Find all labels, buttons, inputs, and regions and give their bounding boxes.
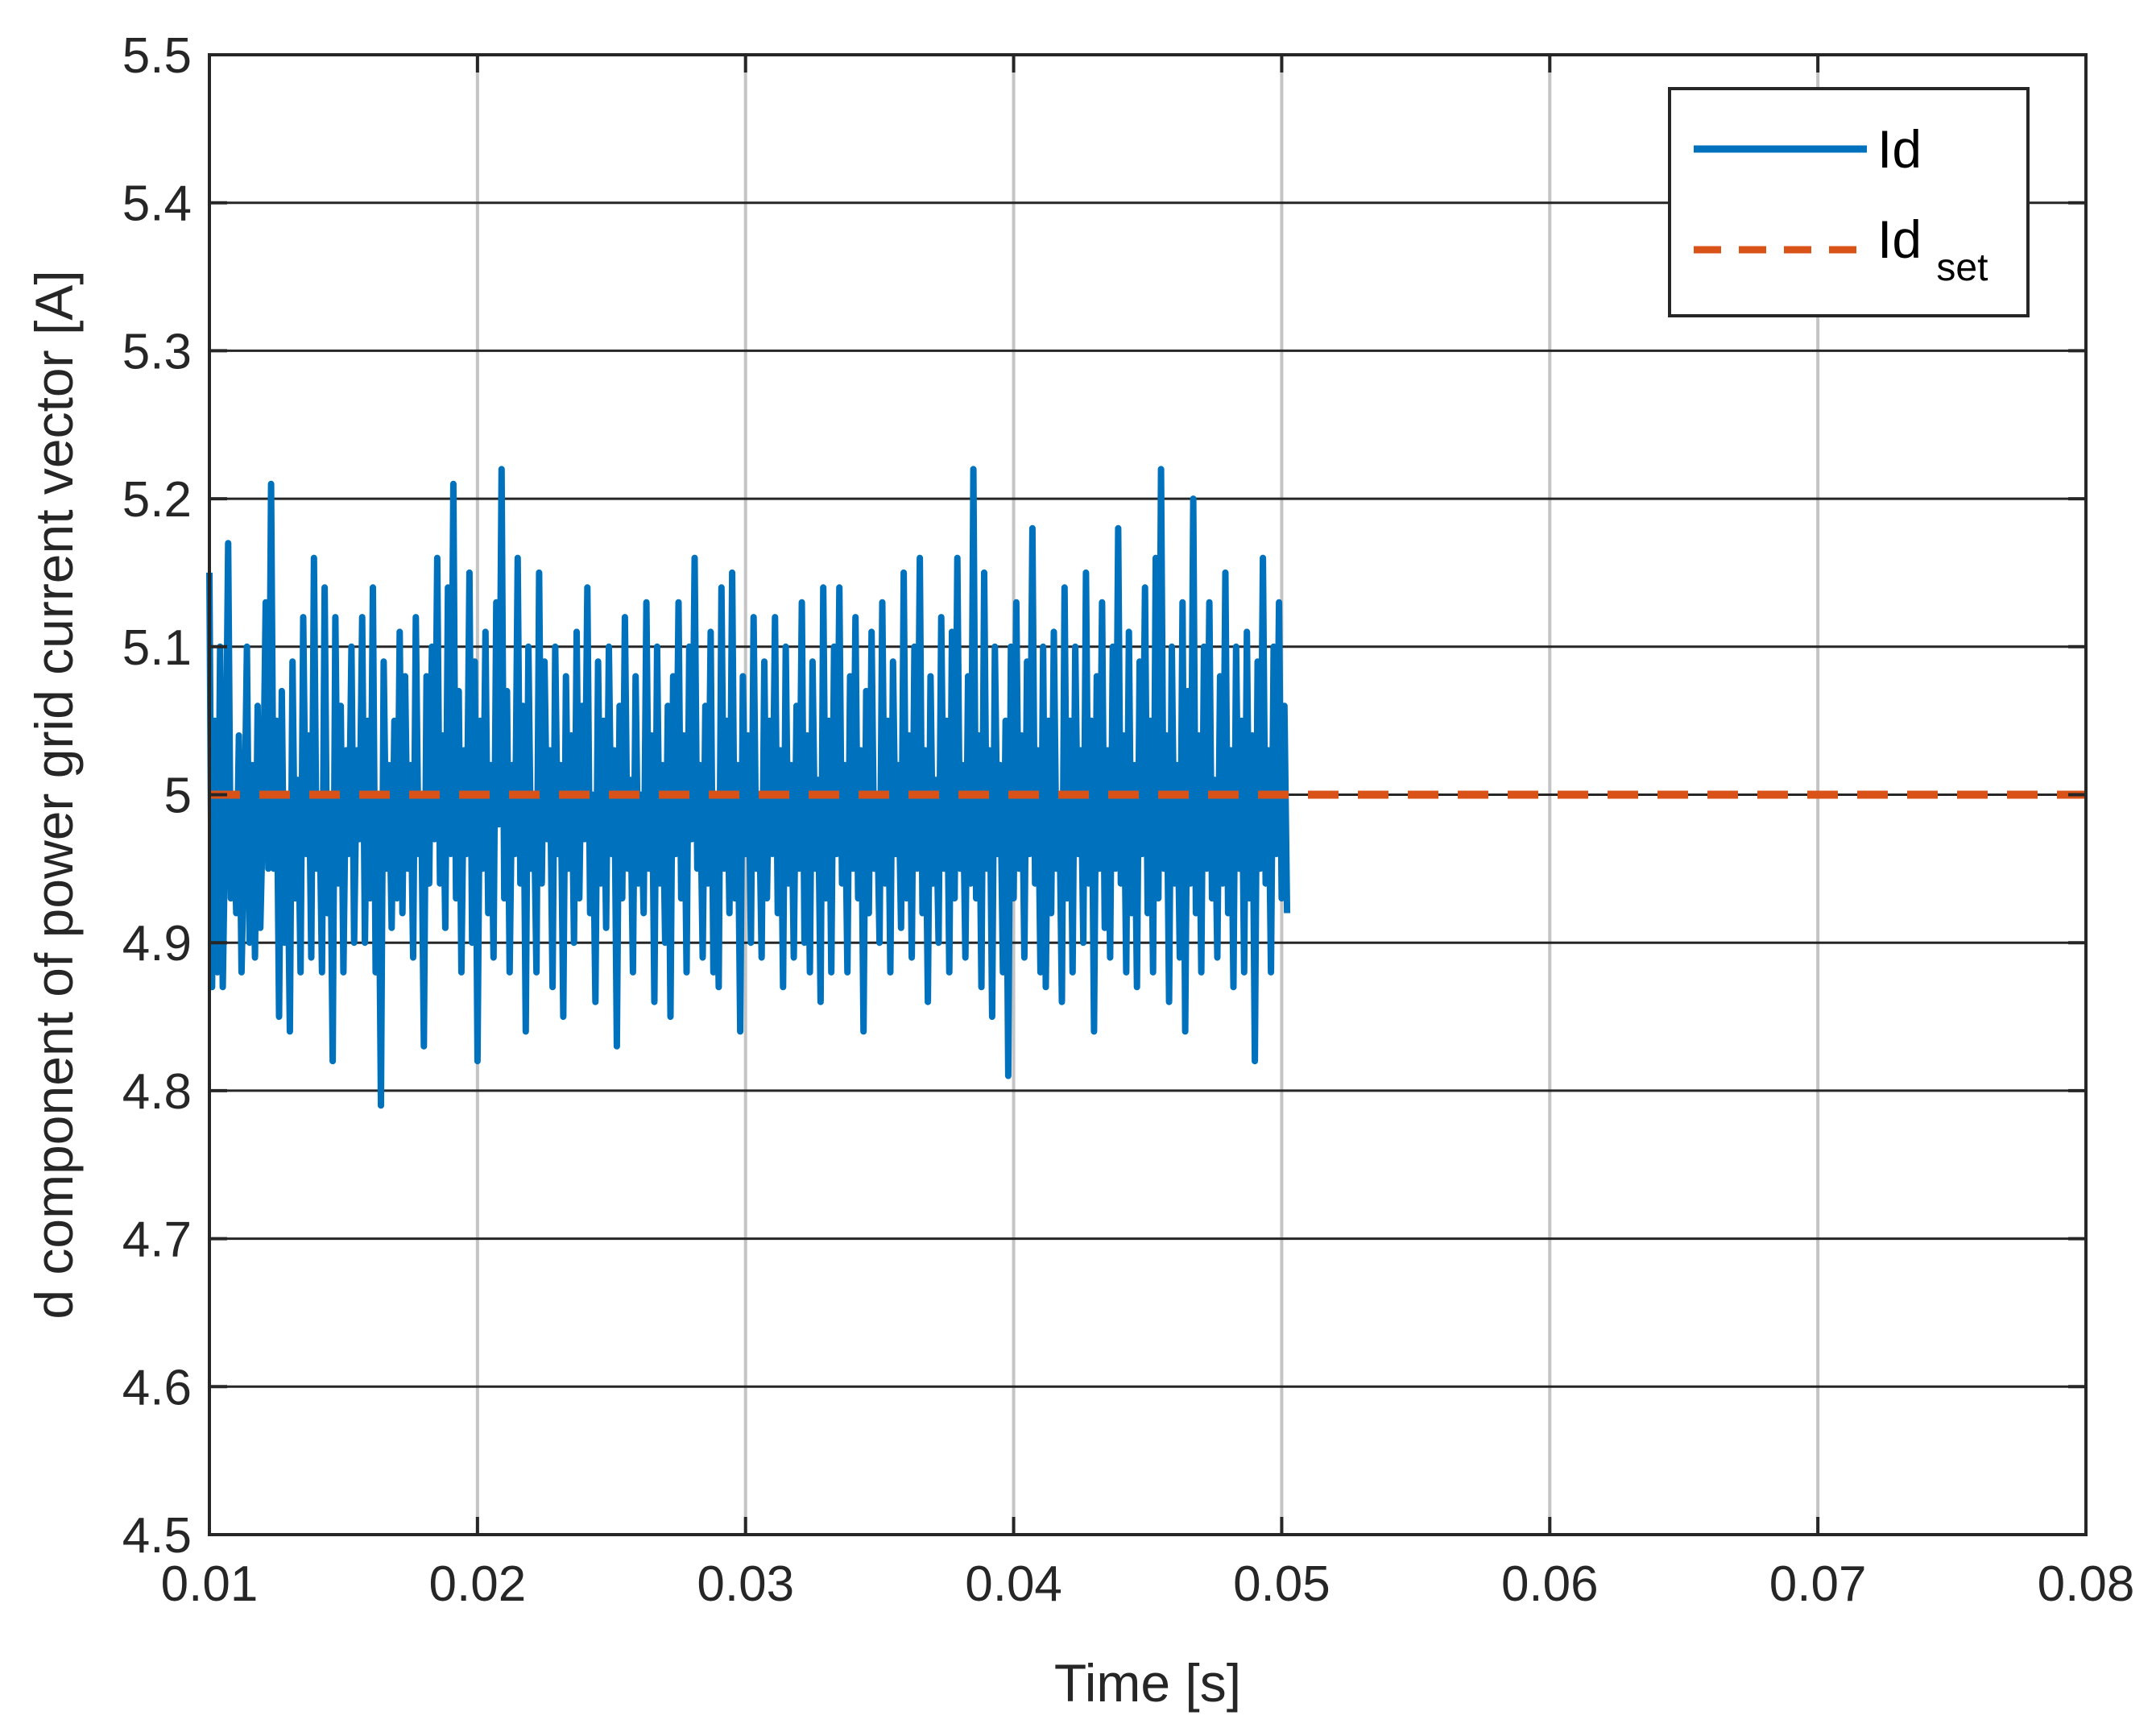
x-tick-label: 0.06 — [1501, 1556, 1599, 1612]
x-tick-label: 0.03 — [697, 1556, 794, 1612]
y-tick-label: 4.9 — [122, 916, 192, 972]
y-tick-label: 5 — [164, 769, 192, 824]
series-id-line — [206, 466, 1291, 1109]
y-tick-label: 4.6 — [122, 1360, 192, 1415]
legend-label-id-set-subscript: set — [1936, 247, 1988, 289]
x-tick-label: 0.08 — [2038, 1556, 2135, 1612]
x-tick-label: 0.01 — [161, 1556, 259, 1612]
y-tick-label: 5.5 — [122, 28, 192, 84]
x-tick-label: 0.04 — [965, 1556, 1062, 1612]
y-tick-label: 4.8 — [122, 1064, 192, 1120]
legend-label-id-main: Id — [1877, 119, 1922, 179]
y-tick-label: 4.5 — [122, 1508, 192, 1564]
y-tick-label: 5.3 — [122, 324, 192, 379]
y-tick-label: 4.7 — [122, 1212, 192, 1268]
series-layer — [206, 466, 2086, 1109]
y-axis-label: d component of power grid current vector… — [24, 270, 84, 1319]
x-tick-label: 0.05 — [1233, 1556, 1330, 1612]
legend-label-id-set-main: Id — [1877, 209, 1922, 269]
legend: Id Id set — [1668, 87, 2030, 317]
legend-label-id: Id — [1877, 119, 1922, 179]
ticks: 0.01 0.02 0.03 0.04 0.05 0.06 0.07 0.08 4.5 4.6 4.… — [122, 28, 2135, 1612]
legend-label-id-set: Id set — [1877, 209, 1988, 289]
legend-box — [1668, 87, 2030, 317]
x-axis-label: Time [s] — [1054, 1653, 1241, 1713]
y-tick-label: 5.4 — [122, 176, 192, 232]
x-tick-label: 0.02 — [429, 1556, 527, 1612]
x-tick-label: 0.07 — [1769, 1556, 1867, 1612]
y-tick-label: 5.2 — [122, 472, 192, 528]
y-tick-label: 5.1 — [122, 620, 192, 676]
